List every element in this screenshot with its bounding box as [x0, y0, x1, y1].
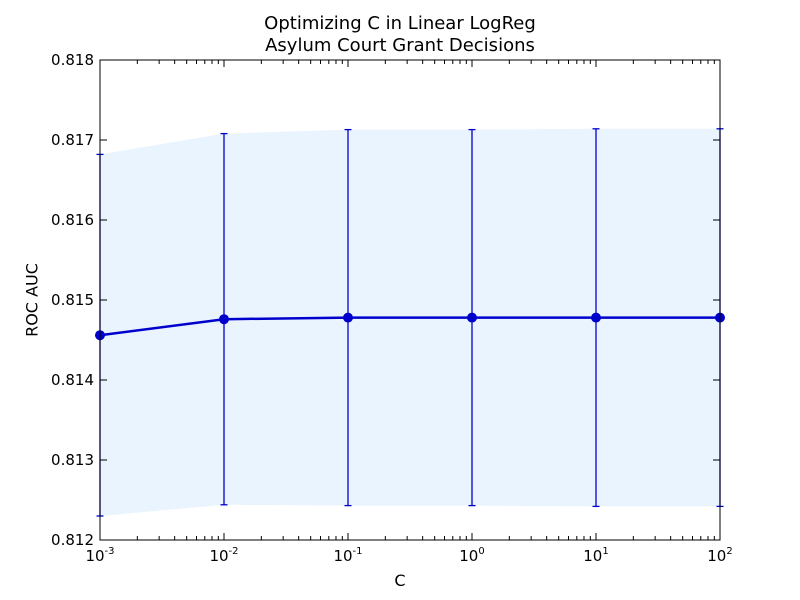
data-point [467, 312, 477, 323]
data-point [591, 312, 601, 323]
x-tick-label: 10-2 [209, 546, 238, 565]
confidence-band-layer [100, 128, 720, 517]
tick-layer: 0.812 0.813 0.814 0.815 0.816 0.817 0.818 10-3 1… [51, 51, 733, 565]
y-tick-label: 0.818 [51, 51, 94, 69]
line-layer [99, 316, 720, 337]
x-tick-label: 100 [459, 546, 484, 565]
chart-title: Optimizing C in Linear LogReg [264, 13, 536, 34]
x-tick-label: 10-3 [85, 546, 114, 565]
y-axis-label: ROC AUC [22, 263, 42, 337]
x-axis-label: C [394, 571, 406, 590]
confidence-band [100, 128, 720, 517]
y-tick-label: 0.814 [51, 371, 94, 389]
plot-area-frame [99, 59, 721, 541]
series-line [99, 316, 720, 337]
x-tick-label: 102 [707, 546, 732, 565]
y-tick-label: 0.816 [51, 211, 94, 229]
y-tick-label: 0.815 [51, 291, 94, 309]
marker-layer [95, 312, 725, 341]
data-point [219, 314, 229, 325]
y-tick-label: 0.817 [51, 131, 94, 149]
chart-subtitle: Asylum Court Grant Decisions [265, 35, 535, 56]
data-point [343, 312, 353, 323]
x-tick-label: 10-1 [333, 546, 362, 565]
x-tick-label: 101 [583, 546, 608, 565]
y-tick-label: 0.812 [51, 531, 94, 549]
y-tick-label: 0.813 [51, 451, 94, 469]
